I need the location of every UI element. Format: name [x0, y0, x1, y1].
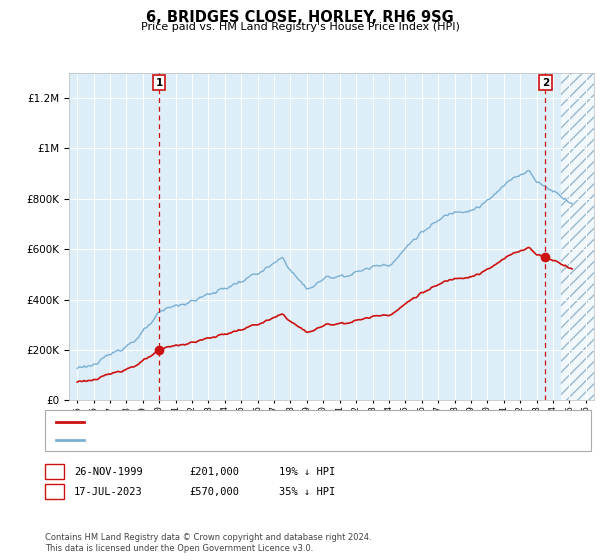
- Text: £201,000: £201,000: [189, 466, 239, 477]
- Text: 19% ↓ HPI: 19% ↓ HPI: [279, 466, 335, 477]
- Text: 6, BRIDGES CLOSE, HORLEY, RH6 9SG (detached house): 6, BRIDGES CLOSE, HORLEY, RH6 9SG (detac…: [90, 417, 370, 427]
- Bar: [561, 73, 594, 400]
- Text: £570,000: £570,000: [189, 487, 239, 497]
- Text: 1: 1: [51, 466, 58, 477]
- Text: 17-JUL-2023: 17-JUL-2023: [74, 487, 143, 497]
- Text: Contains HM Land Registry data © Crown copyright and database right 2024.
This d: Contains HM Land Registry data © Crown c…: [45, 533, 371, 553]
- Text: 26-NOV-1999: 26-NOV-1999: [74, 466, 143, 477]
- Text: 2: 2: [542, 78, 549, 88]
- Bar: [561, 73, 594, 400]
- Text: Price paid vs. HM Land Registry's House Price Index (HPI): Price paid vs. HM Land Registry's House …: [140, 22, 460, 32]
- Text: 1: 1: [155, 78, 163, 88]
- Text: 2: 2: [51, 487, 58, 497]
- Text: 35% ↓ HPI: 35% ↓ HPI: [279, 487, 335, 497]
- Text: 6, BRIDGES CLOSE, HORLEY, RH6 9SG: 6, BRIDGES CLOSE, HORLEY, RH6 9SG: [146, 10, 454, 25]
- Text: HPI: Average price, detached house, Reigate and Banstead: HPI: Average price, detached house, Reig…: [90, 435, 385, 445]
